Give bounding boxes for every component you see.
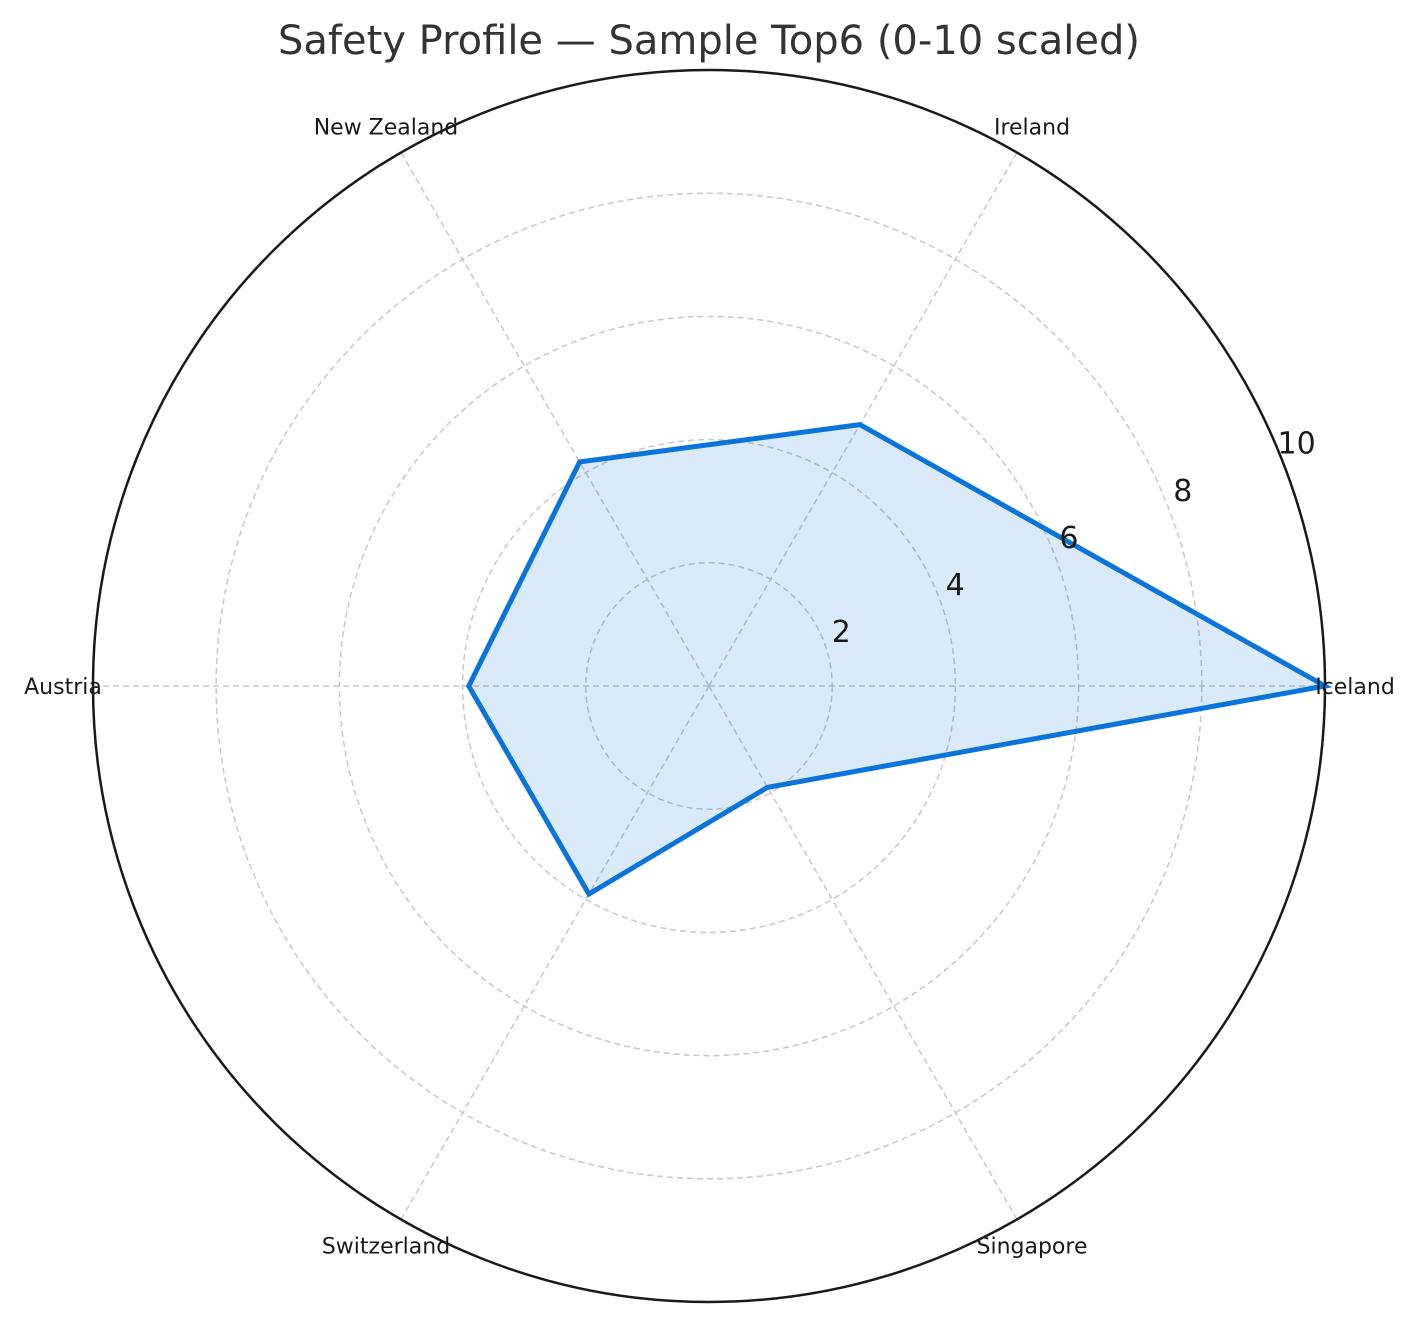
r-tick-label: 8: [1173, 474, 1192, 509]
category-label: Ireland: [994, 116, 1070, 141]
r-tick-label: 4: [946, 568, 965, 603]
r-tick-label: 10: [1277, 427, 1315, 462]
series-area: [468, 424, 1325, 895]
r-tick-label: 6: [1059, 521, 1078, 556]
r-tick-label: 2: [832, 615, 851, 650]
grid-ring: [461, 438, 957, 934]
grid-spoke: [400, 685, 710, 1220]
category-label: Austria: [24, 675, 102, 700]
category-label: New Zealand: [314, 116, 459, 141]
grid-spoke: [400, 152, 710, 687]
category-label: Switzerland: [322, 1234, 450, 1259]
grid-ring: [338, 315, 1080, 1057]
grid-spoke: [708, 152, 1018, 687]
category-label: Singapore: [977, 1234, 1088, 1259]
category-label: Iceland: [1315, 675, 1395, 700]
grid-spoke: [708, 685, 1018, 1220]
chart-title: Safety Profile — Sample Top6 (0-10 scale…: [278, 18, 1140, 64]
